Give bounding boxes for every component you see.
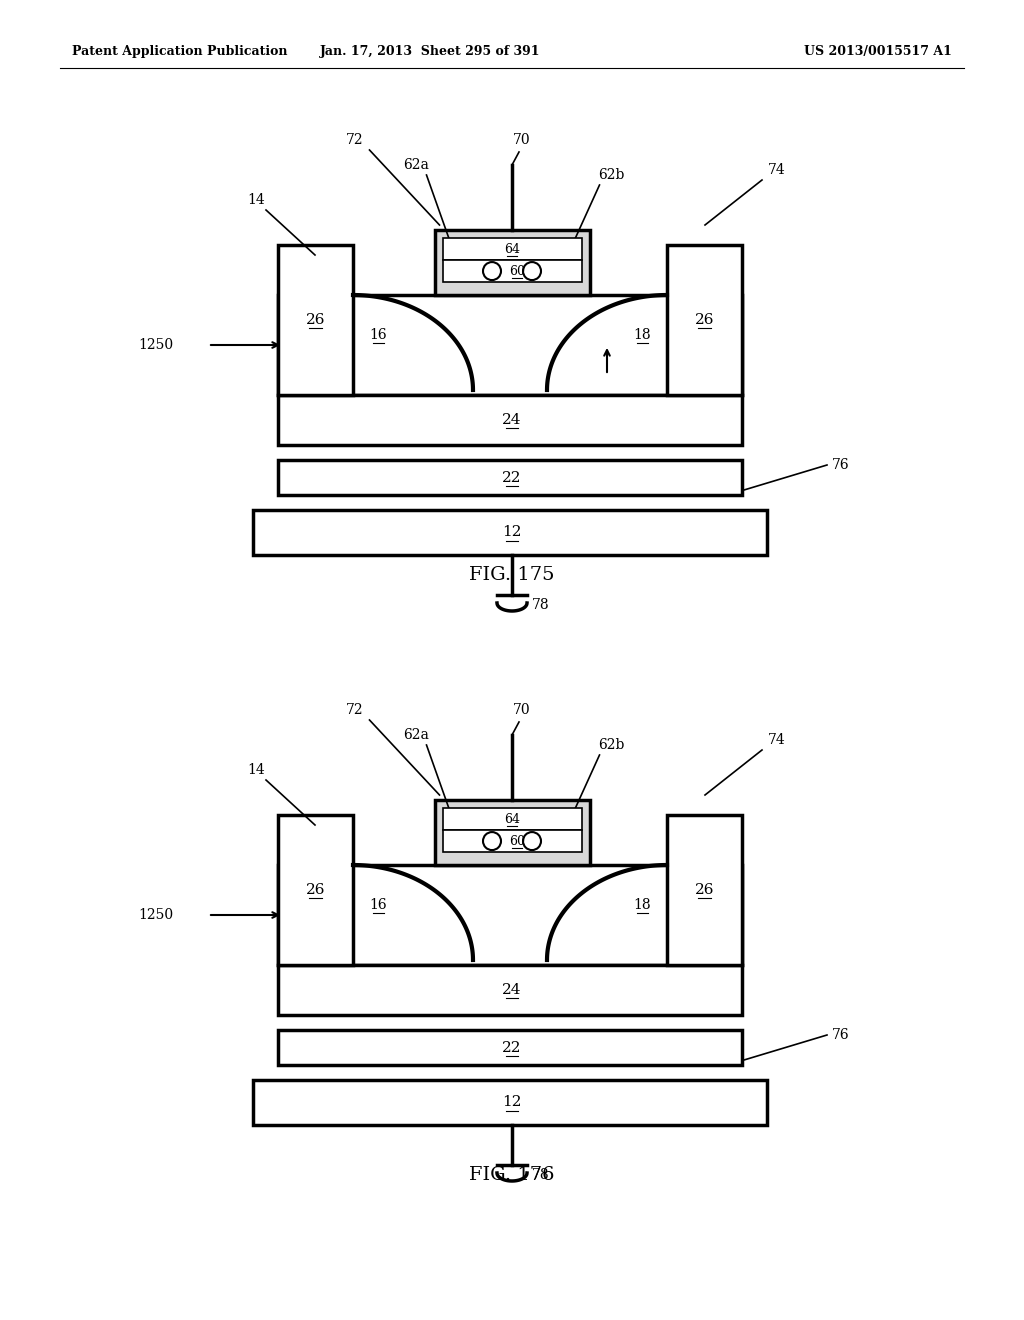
Text: 62a: 62a bbox=[403, 729, 429, 742]
Bar bbox=[278, 294, 742, 395]
Bar bbox=[442, 238, 582, 260]
Text: FIG. 175: FIG. 175 bbox=[469, 566, 555, 583]
Text: 14: 14 bbox=[247, 763, 265, 777]
Text: 62b: 62b bbox=[598, 168, 625, 182]
Text: 18: 18 bbox=[633, 898, 651, 912]
Text: 24: 24 bbox=[502, 983, 522, 997]
Text: 22: 22 bbox=[502, 1040, 522, 1055]
Text: 74: 74 bbox=[768, 162, 785, 177]
Text: 60: 60 bbox=[509, 834, 525, 847]
Text: 60: 60 bbox=[509, 264, 525, 277]
Bar bbox=[442, 830, 582, 853]
Text: 24: 24 bbox=[502, 413, 522, 426]
Text: 16: 16 bbox=[370, 898, 387, 912]
Text: 64: 64 bbox=[504, 813, 520, 825]
Text: 62b: 62b bbox=[598, 738, 625, 752]
Text: 78: 78 bbox=[532, 1168, 550, 1181]
Text: 26: 26 bbox=[694, 883, 715, 898]
Text: 78: 78 bbox=[532, 598, 550, 612]
Text: 76: 76 bbox=[831, 458, 850, 473]
Text: Jan. 17, 2013  Sheet 295 of 391: Jan. 17, 2013 Sheet 295 of 391 bbox=[319, 45, 541, 58]
Text: 72: 72 bbox=[346, 133, 364, 147]
Text: 14: 14 bbox=[247, 193, 265, 207]
Bar bbox=[278, 865, 742, 965]
Text: 18: 18 bbox=[633, 327, 651, 342]
Text: 16: 16 bbox=[370, 327, 387, 342]
Text: 26: 26 bbox=[306, 313, 326, 327]
Bar bbox=[434, 800, 590, 865]
Bar bbox=[667, 814, 742, 965]
Text: Patent Application Publication: Patent Application Publication bbox=[72, 45, 288, 58]
Bar bbox=[442, 808, 582, 830]
Text: 22: 22 bbox=[502, 470, 522, 484]
Text: 12: 12 bbox=[502, 1096, 522, 1110]
Text: 62a: 62a bbox=[403, 158, 429, 172]
Text: 1250: 1250 bbox=[138, 908, 173, 921]
Text: US 2013/0015517 A1: US 2013/0015517 A1 bbox=[804, 45, 952, 58]
Text: 70: 70 bbox=[513, 133, 530, 147]
Bar bbox=[278, 395, 742, 445]
Bar bbox=[278, 814, 353, 965]
Bar bbox=[434, 230, 590, 294]
Bar bbox=[278, 246, 353, 395]
Text: 26: 26 bbox=[694, 313, 715, 327]
Text: 76: 76 bbox=[831, 1028, 850, 1041]
Text: 74: 74 bbox=[768, 733, 785, 747]
Bar bbox=[253, 510, 767, 554]
Text: FIG. 176: FIG. 176 bbox=[469, 1166, 555, 1184]
Text: 26: 26 bbox=[306, 883, 326, 898]
Bar bbox=[278, 1030, 742, 1065]
Bar bbox=[442, 260, 582, 282]
Text: 70: 70 bbox=[513, 704, 530, 717]
Bar bbox=[278, 459, 742, 495]
Bar bbox=[253, 1080, 767, 1125]
Bar bbox=[278, 965, 742, 1015]
Text: 1250: 1250 bbox=[138, 338, 173, 352]
Text: 12: 12 bbox=[502, 525, 522, 540]
Bar bbox=[667, 246, 742, 395]
Text: 64: 64 bbox=[504, 243, 520, 256]
Text: 72: 72 bbox=[346, 704, 364, 717]
